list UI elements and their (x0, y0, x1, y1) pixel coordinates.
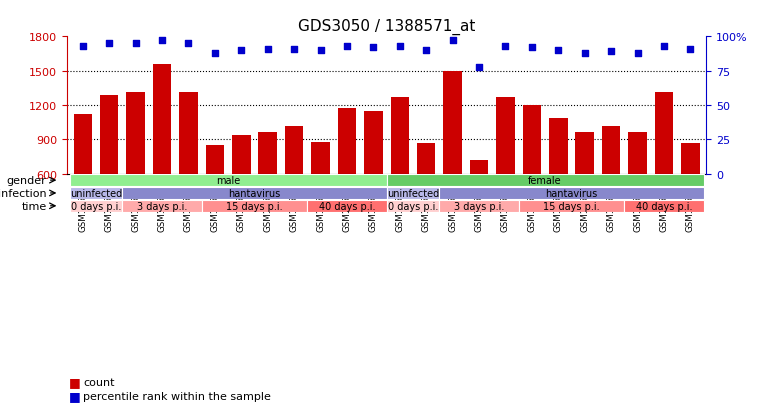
Text: gender: gender (7, 176, 46, 186)
Point (368, 45, 380, 52)
Point (447, 38, 459, 45)
Text: hantavirus: hantavirus (546, 188, 597, 199)
Bar (69, 188, 123, 199)
Point (288, 46, 301, 53)
Bar (390, 98, 409, 174)
Bar (387, 200, 439, 212)
Bar (439, 200, 519, 212)
Bar (624, 200, 704, 212)
Bar (126, 93, 145, 174)
Bar (387, 175, 704, 187)
Bar (523, 106, 541, 174)
Bar (285, 126, 304, 174)
Text: infection: infection (0, 188, 46, 199)
Bar (417, 143, 435, 174)
Bar (364, 112, 383, 174)
Point (578, 50, 591, 57)
Bar (602, 126, 620, 174)
Bar (232, 135, 250, 174)
Text: time: time (21, 201, 46, 211)
Text: hantavirus: hantavirus (228, 188, 281, 199)
Bar (100, 95, 119, 174)
Text: 0 days p.i.: 0 days p.i. (388, 201, 438, 211)
Point (658, 43, 670, 50)
Bar (496, 98, 514, 174)
Point (420, 47, 432, 54)
Point (183, 41, 195, 47)
Text: uninfected: uninfected (387, 188, 439, 199)
Point (684, 46, 696, 53)
Point (499, 43, 511, 50)
Bar (202, 200, 307, 212)
Point (605, 49, 617, 56)
Bar (519, 200, 624, 212)
Bar (387, 188, 439, 199)
Text: 40 days p.i.: 40 days p.i. (319, 201, 375, 211)
Point (341, 43, 353, 50)
Bar (439, 188, 704, 199)
Text: 3 days p.i.: 3 days p.i. (137, 201, 187, 211)
Point (262, 46, 274, 53)
Bar (69, 175, 387, 187)
Text: percentile rank within the sample: percentile rank within the sample (83, 391, 271, 401)
Bar (338, 109, 356, 174)
Point (314, 47, 326, 54)
Text: 15 days p.i.: 15 days p.i. (226, 201, 283, 211)
Bar (444, 71, 462, 174)
Text: female: female (528, 176, 562, 186)
Bar (654, 93, 673, 174)
Bar (205, 146, 224, 174)
Text: male: male (216, 176, 240, 186)
Point (473, 64, 485, 71)
Bar (470, 161, 489, 174)
Bar (549, 118, 568, 174)
Text: 0 days p.i.: 0 days p.i. (71, 201, 121, 211)
Bar (74, 115, 92, 174)
Text: uninfected: uninfected (70, 188, 123, 199)
Text: ■: ■ (68, 375, 80, 389)
Point (77, 43, 89, 50)
Text: ■: ■ (68, 389, 80, 402)
Point (552, 47, 565, 54)
Bar (123, 200, 202, 212)
Text: 3 days p.i.: 3 days p.i. (454, 201, 505, 211)
Bar (259, 133, 277, 174)
Point (103, 41, 116, 47)
Text: count: count (83, 377, 114, 387)
Point (129, 41, 142, 47)
Bar (311, 142, 330, 174)
Bar (307, 200, 387, 212)
Point (156, 38, 168, 45)
Point (209, 50, 221, 57)
Text: 40 days p.i.: 40 days p.i. (635, 201, 693, 211)
Point (235, 47, 247, 54)
Title: GDS3050 / 1388571_at: GDS3050 / 1388571_at (298, 18, 476, 34)
Point (632, 50, 644, 57)
Bar (681, 143, 699, 174)
Bar (153, 64, 171, 174)
Bar (123, 188, 387, 199)
Point (393, 43, 406, 50)
Bar (575, 133, 594, 174)
Bar (629, 133, 647, 174)
Bar (69, 200, 123, 212)
Text: 15 days p.i.: 15 days p.i. (543, 201, 600, 211)
Point (526, 45, 538, 52)
Bar (180, 93, 198, 174)
